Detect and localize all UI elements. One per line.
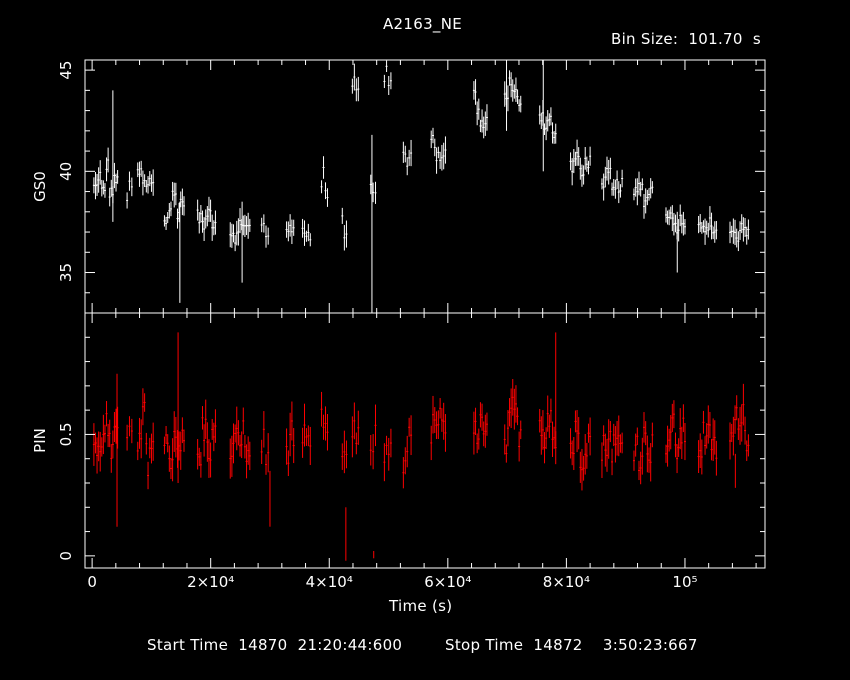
x-tick-label: 6×10⁴	[424, 573, 471, 591]
x-tick-label: 4×10⁴	[306, 573, 353, 591]
y-axis-label-gs0: GS0	[31, 171, 49, 202]
x-axis-label: Time (s)	[389, 597, 453, 615]
axis-ticks	[85, 60, 765, 568]
axis-tick-labels: 35 40 45 GS0 0 0.5 PIN 0 2×10⁴ 4×10⁴ 6×10⁴ 8×10⁴ 10⁵	[31, 61, 698, 591]
bottom-panel-frame	[84, 312, 766, 569]
y-tick-label-pin: 0	[57, 551, 75, 561]
x-tick-label: 2×10⁴	[187, 573, 234, 591]
bin-size-label: Bin Size: 101.70 s	[611, 30, 761, 48]
y-tick-label-gs0: 35	[57, 263, 75, 282]
x-tick-label: 8×10⁴	[543, 573, 590, 591]
y-tick-label-gs0: 45	[57, 61, 75, 80]
y-tick-label-pin: 0.5	[57, 422, 75, 446]
pin-panel-border	[84, 312, 766, 569]
pin-light-curve	[92, 332, 750, 561]
stop-time-label: Stop Time 14872 3:50:23:667	[445, 636, 698, 654]
top-panel-frame	[84, 59, 766, 314]
x-tick-label: 10⁵	[672, 573, 697, 591]
gs0-panel-border	[84, 59, 766, 314]
y-tick-label-gs0: 40	[57, 162, 75, 181]
x-tick-label: 0	[87, 573, 97, 591]
gs0-light-curve	[92, 60, 750, 313]
y-axis-label-pin: PIN	[31, 428, 49, 453]
start-time-label: Start Time 14870 21:20:44:600	[147, 636, 403, 654]
chart-title: A2163_NE	[383, 15, 463, 33]
